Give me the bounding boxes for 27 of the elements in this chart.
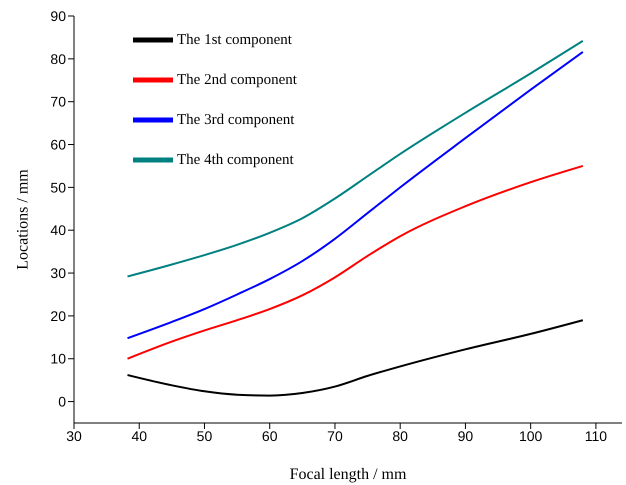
y-tick-label: 40: [50, 222, 66, 238]
x-tick-label: 80: [392, 428, 408, 444]
x-tick-label: 40: [131, 428, 148, 444]
x-tick-label: 50: [196, 428, 212, 444]
y-tick-label: 60: [50, 136, 66, 152]
legend-label: The 4th component: [177, 152, 294, 168]
x-tick-label: 60: [262, 428, 278, 444]
line-series: [126, 319, 584, 397]
legend-label: The 3rd component: [177, 112, 294, 128]
x-tick-label: 90: [458, 428, 474, 444]
y-tick-label: 50: [50, 179, 66, 196]
x-axis-title: Focal length / mm: [290, 466, 407, 483]
y-tick-label: 80: [50, 50, 66, 67]
y-tick-label: 10: [50, 350, 66, 367]
line-series: [126, 50, 584, 340]
y-tick-label: 0: [58, 394, 66, 410]
x-tick-label: 100: [518, 428, 543, 444]
legend-label: The 1st component: [177, 32, 292, 48]
y-tick-label: 90: [50, 8, 66, 24]
legend-label: The 2nd component: [177, 72, 297, 88]
x-tick-label: 110: [584, 428, 608, 444]
y-tick-label: 20: [50, 308, 66, 324]
y-tick-label: 30: [50, 265, 66, 282]
x-tick-label: 30: [66, 428, 82, 444]
y-tick-label: 70: [50, 94, 66, 110]
x-tick-label: 70: [327, 428, 343, 444]
y-axis-title: Locations / mm: [14, 168, 32, 270]
